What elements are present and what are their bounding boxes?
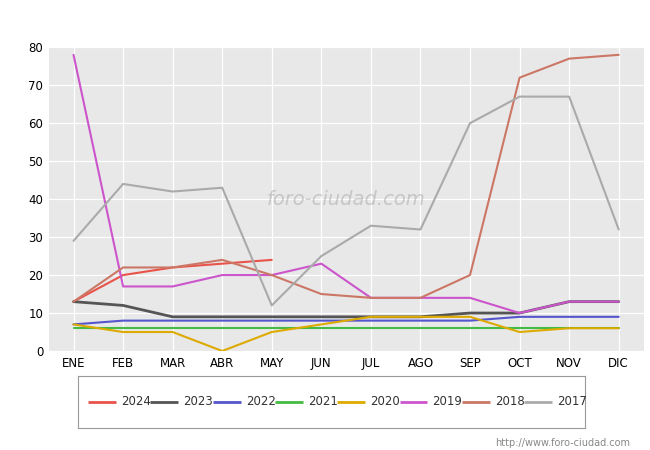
Text: 2019: 2019: [432, 395, 462, 408]
Text: 2020: 2020: [370, 395, 400, 408]
Text: 2018: 2018: [495, 395, 525, 408]
Text: http://www.foro-ciudad.com: http://www.foro-ciudad.com: [495, 438, 630, 448]
Text: 2023: 2023: [183, 395, 213, 408]
Text: foro-ciudad.com: foro-ciudad.com: [266, 189, 426, 209]
Text: 2017: 2017: [557, 395, 587, 408]
Text: 2024: 2024: [121, 395, 151, 408]
Text: 2022: 2022: [246, 395, 276, 408]
Text: 2021: 2021: [308, 395, 338, 408]
Text: Afiliados en Aldeanueva de la Sierra a 31/5/2024: Afiliados en Aldeanueva de la Sierra a 3…: [112, 14, 538, 33]
